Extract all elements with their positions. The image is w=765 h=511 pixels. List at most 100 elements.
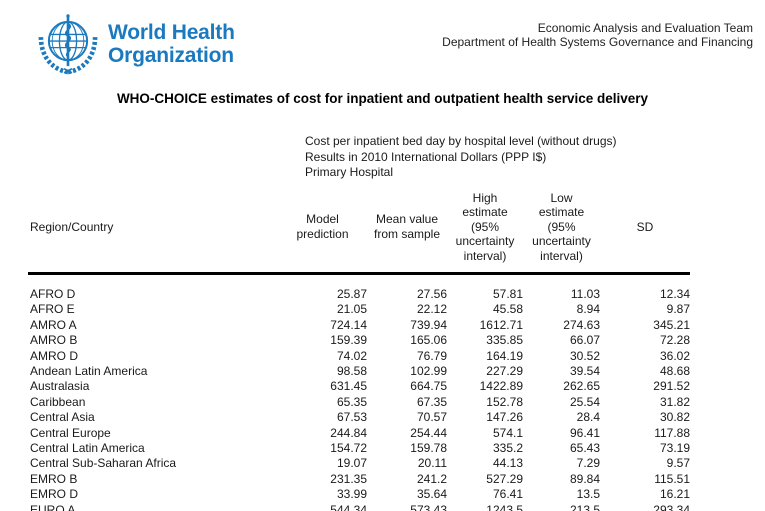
- model-value-cell: 98.58: [336, 364, 367, 379]
- cost-table: Region/Country Model prediction Mean val…: [28, 181, 690, 511]
- region-cell: AMRO D: [30, 348, 78, 363]
- table-row: Caribbean 65.35 67.35 152.78 25.54 31.82: [28, 395, 690, 410]
- low-value-cell: 25.54: [569, 394, 600, 409]
- who-wordmark-line1: World Health: [108, 21, 235, 44]
- sd-value-cell: 115.51: [654, 471, 690, 486]
- model-value-cell: 65.35: [336, 394, 367, 409]
- table-row: AMRO D 74.02 76.79 164.19 30.52 36.02: [28, 349, 690, 364]
- region-cell: AMRO B: [30, 333, 78, 348]
- model-value-cell: 544.34: [330, 502, 367, 511]
- who-emblem-icon: [38, 14, 98, 75]
- table-row: AFRO E 21.05 22.12 45.58 8.94 9.87: [28, 302, 690, 317]
- mean-value-cell: 22.12: [416, 302, 447, 317]
- region-cell: EURO A: [30, 502, 76, 511]
- region-cell: Andean Latin America: [30, 364, 148, 379]
- model-value-cell: 25.87: [336, 287, 367, 301]
- col-header-mean-value: Mean value from sample: [367, 181, 447, 275]
- subtitle-line3: Primary Hospital: [305, 165, 394, 179]
- table-row: EMRO D 33.99 35.64 76.41 13.5 16.21: [28, 487, 690, 502]
- mean-value-cell: 664.75: [410, 379, 447, 394]
- sd-value-cell: 30.82: [659, 410, 690, 425]
- sd-value-cell: 9.57: [666, 456, 690, 471]
- high-value-cell: 1422.89: [479, 379, 523, 394]
- low-value-cell: 11.03: [570, 287, 600, 301]
- region-cell: Australasia: [30, 379, 90, 394]
- col-header-low-estimate: Low estimate (95% uncertainty interval): [523, 181, 600, 275]
- high-value-cell: 44.13: [492, 456, 523, 471]
- cost-table-header: Region/Country Model prediction Mean val…: [28, 181, 690, 275]
- team-line1: Economic Analysis and Evaluation Team: [537, 21, 753, 35]
- region-cell: EMRO D: [30, 487, 78, 502]
- region-cell: EMRO B: [30, 471, 78, 486]
- mean-value-cell: 70.57: [416, 410, 447, 425]
- sd-value-cell: 117.88: [654, 425, 690, 440]
- model-value-cell: 19.07: [336, 456, 367, 471]
- mean-value-cell: 20.11: [417, 456, 447, 471]
- mean-value-cell: 102.99: [410, 364, 447, 379]
- model-value-cell: 21.05: [336, 302, 367, 317]
- team-line2: Department of Health Systems Governance …: [442, 35, 753, 49]
- low-value-cell: 7.29: [576, 456, 600, 471]
- subtitle-line1: Cost per inpatient bed day by hospital l…: [305, 134, 617, 148]
- table-row: Central Asia 67.53 70.57 147.26 28.4 30.82: [28, 410, 690, 425]
- high-value-cell: 1243.5: [486, 502, 523, 511]
- high-value-cell: 147.26: [486, 410, 523, 425]
- high-value-cell: 1612.71: [479, 317, 523, 332]
- sd-value-cell: 16.21: [659, 487, 690, 502]
- low-value-cell: 66.07: [569, 333, 600, 348]
- sd-value-cell: 291.52: [653, 379, 690, 394]
- region-cell: AFRO E: [30, 302, 75, 317]
- cost-table-body: AFRO D 25.87 27.56 57.81 11.03 12.34 AFRO E 21.…: [28, 274, 690, 511]
- col-header-region: Region/Country: [28, 181, 278, 275]
- low-value-cell: 65.43: [569, 441, 600, 456]
- table-subtitle: Cost per inpatient bed day by hospital l…: [305, 134, 765, 181]
- model-value-cell: 244.84: [330, 425, 367, 440]
- high-value-cell: 164.19: [486, 348, 523, 363]
- region-cell: Central Sub-Saharan Africa: [30, 456, 177, 471]
- mean-value-cell: 739.94: [410, 317, 447, 332]
- high-value-cell: 574.1: [492, 425, 523, 440]
- team-block: Economic Analysis and Evaluation Team De…: [442, 21, 753, 49]
- model-value-cell: 33.99: [336, 487, 367, 502]
- high-value-cell: 76.41: [492, 487, 523, 502]
- model-value-cell: 67.53: [336, 410, 367, 425]
- model-value-cell: 631.45: [330, 379, 367, 394]
- region-cell: Central Europe: [30, 425, 111, 440]
- low-value-cell: 274.63: [563, 317, 600, 332]
- sd-value-cell: 72.28: [659, 333, 690, 348]
- high-value-cell: 57.81: [492, 287, 523, 301]
- sd-value-cell: 12.34: [659, 287, 690, 301]
- who-logo: World Health Organization: [35, 12, 235, 78]
- high-value-cell: 335.85: [486, 333, 523, 348]
- sd-value-cell: 48.68: [659, 364, 690, 379]
- low-value-cell: 28.4: [576, 410, 600, 425]
- high-value-cell: 152.78: [486, 394, 523, 409]
- sd-value-cell: 9.87: [666, 302, 690, 317]
- region-cell: Central Asia: [30, 410, 95, 425]
- high-value-cell: 335.2: [492, 441, 523, 456]
- col-header-high-estimate: High estimate (95% uncertainty interval): [447, 181, 523, 275]
- high-value-cell: 527.29: [486, 471, 523, 486]
- table-row: Central Europe 244.84 254.44 574.1 96.41 117.…: [28, 426, 690, 441]
- mean-value-cell: 67.35: [416, 394, 447, 409]
- mean-value-cell: 35.64: [416, 487, 447, 502]
- table-row: EMRO B 231.35 241.2 527.29 89.84 115.51: [28, 472, 690, 487]
- mean-value-cell: 573.43: [410, 502, 447, 511]
- low-value-cell: 96.41: [569, 425, 600, 440]
- low-value-cell: 213.5: [569, 502, 600, 511]
- table-row: Australasia 631.45 664.75 1422.89 262.65 291.…: [28, 379, 690, 394]
- mean-value-cell: 76.79: [416, 348, 447, 363]
- sd-value-cell: 345.21: [653, 317, 690, 332]
- low-value-cell: 30.52: [569, 348, 600, 363]
- low-value-cell: 39.54: [569, 364, 600, 379]
- col-header-sd: SD: [600, 181, 690, 275]
- mean-value-cell: 27.56: [416, 287, 447, 301]
- page-title: WHO-CHOICE estimates of cost for inpatie…: [116, 91, 649, 106]
- low-value-cell: 13.5: [576, 487, 600, 502]
- model-value-cell: 154.72: [330, 441, 367, 456]
- sd-value-cell: 36.02: [659, 348, 690, 363]
- sd-value-cell: 31.82: [659, 394, 690, 409]
- table-row: AMRO A 724.14 739.94 1612.71 274.63 345.21: [28, 318, 690, 333]
- table-row: Andean Latin America 98.58 102.99 227.29 39.…: [28, 364, 690, 379]
- region-cell: AFRO D: [30, 287, 76, 301]
